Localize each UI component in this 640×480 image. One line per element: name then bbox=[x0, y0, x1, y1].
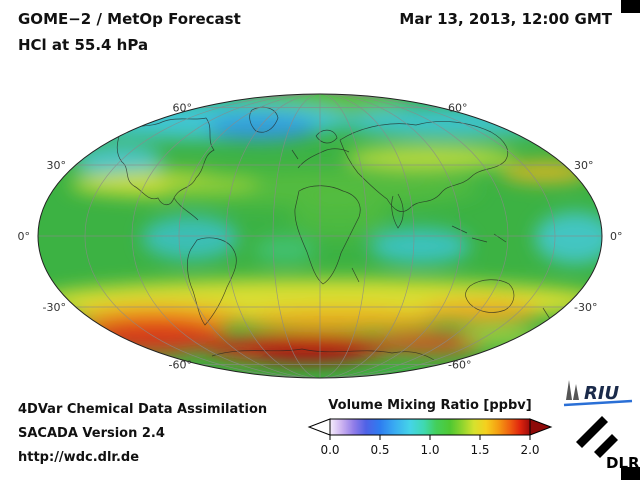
lat-label-60s-right: -60° bbox=[448, 359, 471, 372]
colorbar-tick-2: 2.0 bbox=[520, 443, 539, 457]
riu-cathedral-icon bbox=[566, 380, 579, 400]
lat-label-0-left: 0° bbox=[18, 230, 31, 243]
lat-label-30n-right: 30° bbox=[574, 159, 594, 172]
colorbar-tick-labels: 0.0 0.5 1.0 1.5 2.0 bbox=[320, 443, 539, 457]
colorbar-tick-0: 0.0 bbox=[320, 443, 339, 457]
colorbar: Volume Mixing Ratio [ppbv] 0.0 0.5 1.0 1… bbox=[307, 398, 553, 457]
dlr-logo: DLR bbox=[576, 416, 640, 472]
riu-logo-swoosh bbox=[563, 399, 633, 407]
colorbar-tick-15: 1.5 bbox=[470, 443, 489, 457]
colorbar-tick-1: 1.0 bbox=[420, 443, 439, 457]
lat-label-60s-left: -60° bbox=[169, 359, 192, 372]
dlr-wings-icon bbox=[576, 416, 618, 458]
globe-outline bbox=[37, 93, 603, 379]
colorbar-tick-05: 0.5 bbox=[370, 443, 389, 457]
plot-subtitle: HCl at 55.4 hPa bbox=[18, 36, 149, 54]
colorbar-ticks bbox=[329, 435, 531, 440]
colorbar-right-arrow bbox=[529, 418, 553, 436]
coastlines bbox=[116, 106, 551, 361]
lat-label-60n-left: 60° bbox=[173, 102, 193, 115]
lat-label-60n-right: 60° bbox=[448, 102, 468, 115]
colorbar-gradient-bar bbox=[329, 418, 531, 436]
footer-version-label: SACADA Version 2.4 bbox=[18, 426, 165, 441]
riu-logo: RIU bbox=[563, 380, 633, 407]
plot-title: GOME−2 / MetOp Forecast bbox=[18, 10, 241, 28]
latitude-labels: 60° 30° 0° -30° -60° 60° 30° 0° -30° -60… bbox=[18, 102, 623, 372]
footer-url: http://wdc.dlr.de bbox=[18, 450, 140, 465]
lat-label-30n-left: 30° bbox=[47, 159, 67, 172]
registration-mark-top-right bbox=[621, 0, 640, 13]
colorbar-left-arrow bbox=[307, 418, 331, 436]
registration-mark-bottom-right bbox=[621, 467, 640, 480]
lat-label-30s-left: -30° bbox=[43, 301, 66, 314]
world-map: 60° 30° 0° -30° -60° 60° 30° 0° -30° -60… bbox=[18, 93, 623, 379]
lat-label-0-right: 0° bbox=[610, 230, 623, 243]
footer-assimilation-label: 4DVar Chemical Data Assimilation bbox=[18, 402, 268, 417]
lat-label-30s-right: -30° bbox=[574, 301, 597, 314]
graticule bbox=[38, 94, 602, 378]
plot-datetime: Mar 13, 2013, 12:00 GMT bbox=[399, 10, 612, 28]
colorbar-title: Volume Mixing Ratio [ppbv] bbox=[328, 398, 531, 413]
riu-logo-text: RIU bbox=[584, 383, 620, 404]
